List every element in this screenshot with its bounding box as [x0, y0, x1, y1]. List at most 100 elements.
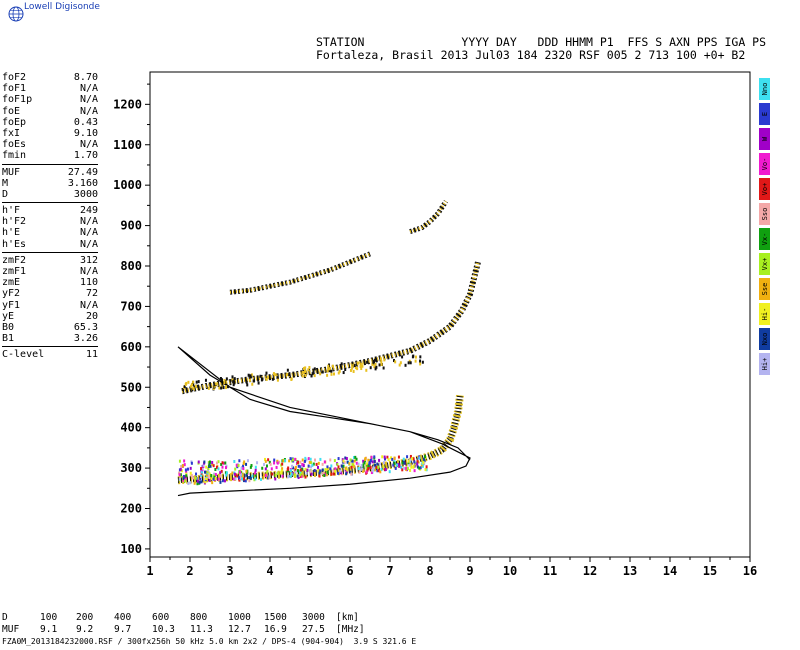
spread-echo — [382, 461, 385, 465]
spread-echo — [198, 480, 201, 484]
spread-echo — [401, 468, 404, 472]
spread-echo — [299, 473, 302, 477]
spread-echo-upper — [290, 377, 293, 381]
spread-echo-upper — [260, 378, 263, 382]
spread-echo — [322, 471, 325, 475]
legend-label: Vo- — [760, 157, 769, 171]
spread-echo — [422, 457, 425, 461]
spread-echo — [214, 467, 217, 471]
legend-label: Hi+ — [760, 357, 769, 371]
spread-echo — [365, 470, 368, 474]
param-value: 11 — [85, 349, 98, 361]
spread-echo — [419, 466, 422, 470]
spread-echo — [340, 464, 343, 468]
spread-echo — [334, 469, 337, 473]
spread-echo — [377, 469, 380, 473]
spread-echo — [414, 464, 417, 468]
spread-echo-upper — [419, 362, 422, 366]
spread-echo — [422, 461, 425, 465]
spread-echo — [292, 458, 295, 462]
spread-echo — [326, 470, 329, 474]
spread-echo — [273, 461, 276, 465]
spread-echo — [300, 464, 303, 468]
spread-echo — [408, 463, 411, 467]
spread-echo-upper — [276, 378, 279, 382]
spread-echo — [346, 460, 349, 464]
spread-echo — [235, 463, 238, 467]
spread-echo — [184, 479, 187, 483]
spread-echo — [180, 465, 183, 469]
spread-echo-upper — [231, 378, 234, 382]
table-cell: 12.7 — [228, 624, 251, 635]
spread-echo — [309, 457, 312, 461]
spread-echo — [418, 456, 421, 460]
spread-echo — [256, 461, 259, 465]
spread-echo — [224, 461, 227, 465]
spread-echo-upper — [197, 380, 200, 384]
spread-echo — [357, 462, 360, 466]
spread-echo — [214, 473, 217, 477]
spread-echo — [371, 469, 374, 473]
spread-echo — [424, 468, 427, 472]
spread-echo — [294, 470, 297, 474]
spread-echo — [205, 470, 208, 474]
x-tick-label: 9 — [466, 564, 473, 578]
param-label: yF2 — [2, 288, 21, 300]
x-tick-label: 2 — [186, 564, 193, 578]
x-tick-label: 13 — [623, 564, 637, 578]
param-value: 3.160 — [67, 177, 98, 189]
legend-label: Vo+ — [760, 182, 769, 196]
spread-echo — [299, 470, 302, 474]
spread-echo — [397, 455, 400, 459]
spread-echo — [367, 467, 370, 471]
spread-echo — [301, 467, 304, 471]
spread-echo — [401, 461, 404, 465]
table-row-label: D — [2, 612, 8, 623]
spread-echo — [220, 462, 223, 466]
spread-echo — [210, 477, 213, 481]
spread-echo-upper — [215, 382, 218, 386]
spread-echo-upper — [312, 370, 315, 374]
spread-echo-upper — [380, 362, 383, 366]
spread-echo — [349, 470, 352, 474]
legend-swatch-vx: Vx+ — [759, 253, 770, 275]
spread-echo — [207, 474, 210, 478]
spread-echo-upper — [257, 381, 260, 385]
param-label: yE — [2, 310, 15, 322]
spread-echo — [310, 465, 313, 469]
x-tick-label: 15 — [703, 564, 717, 578]
param-divider — [2, 251, 98, 253]
spread-echo — [287, 475, 290, 479]
spread-echo — [362, 469, 365, 473]
spread-echo-upper — [351, 366, 354, 370]
spread-echo-upper — [393, 359, 396, 363]
spread-echo — [265, 464, 268, 468]
spread-echo — [219, 474, 222, 478]
spread-echo — [199, 477, 202, 481]
spread-echo — [284, 459, 287, 463]
spread-echo — [259, 477, 262, 481]
spread-echo — [355, 461, 358, 465]
spread-echo — [301, 458, 304, 462]
spread-echo — [342, 459, 345, 463]
spread-echo-upper — [366, 360, 369, 364]
spread-echo — [196, 482, 199, 486]
spread-echo-upper — [421, 360, 424, 364]
spread-echo — [386, 455, 389, 459]
spread-echo — [261, 466, 264, 470]
spread-echo-upper — [360, 362, 363, 366]
param-row-fof1p: foF1p N/A — [2, 94, 98, 105]
legend-swatch-hi: Hi+ — [759, 353, 770, 375]
param-row-foes: foEs N/A — [2, 139, 98, 150]
spread-echo-upper — [288, 373, 291, 377]
spread-echo — [254, 477, 257, 481]
param-value: N/A — [79, 227, 98, 239]
spread-echo — [223, 479, 226, 483]
legend-swatch-w: W — [759, 128, 770, 150]
spread-echo-upper — [399, 361, 402, 365]
spread-echo — [201, 467, 204, 471]
polarization-legend: Nno E W Vo- Vo+ Sso Vx- Vx+ Sse Hi- Nxo Hi+ — [759, 78, 771, 378]
spread-echo-upper — [233, 381, 236, 385]
param-row-zme: zmE 110 — [2, 277, 98, 288]
param-label: D — [2, 188, 9, 200]
